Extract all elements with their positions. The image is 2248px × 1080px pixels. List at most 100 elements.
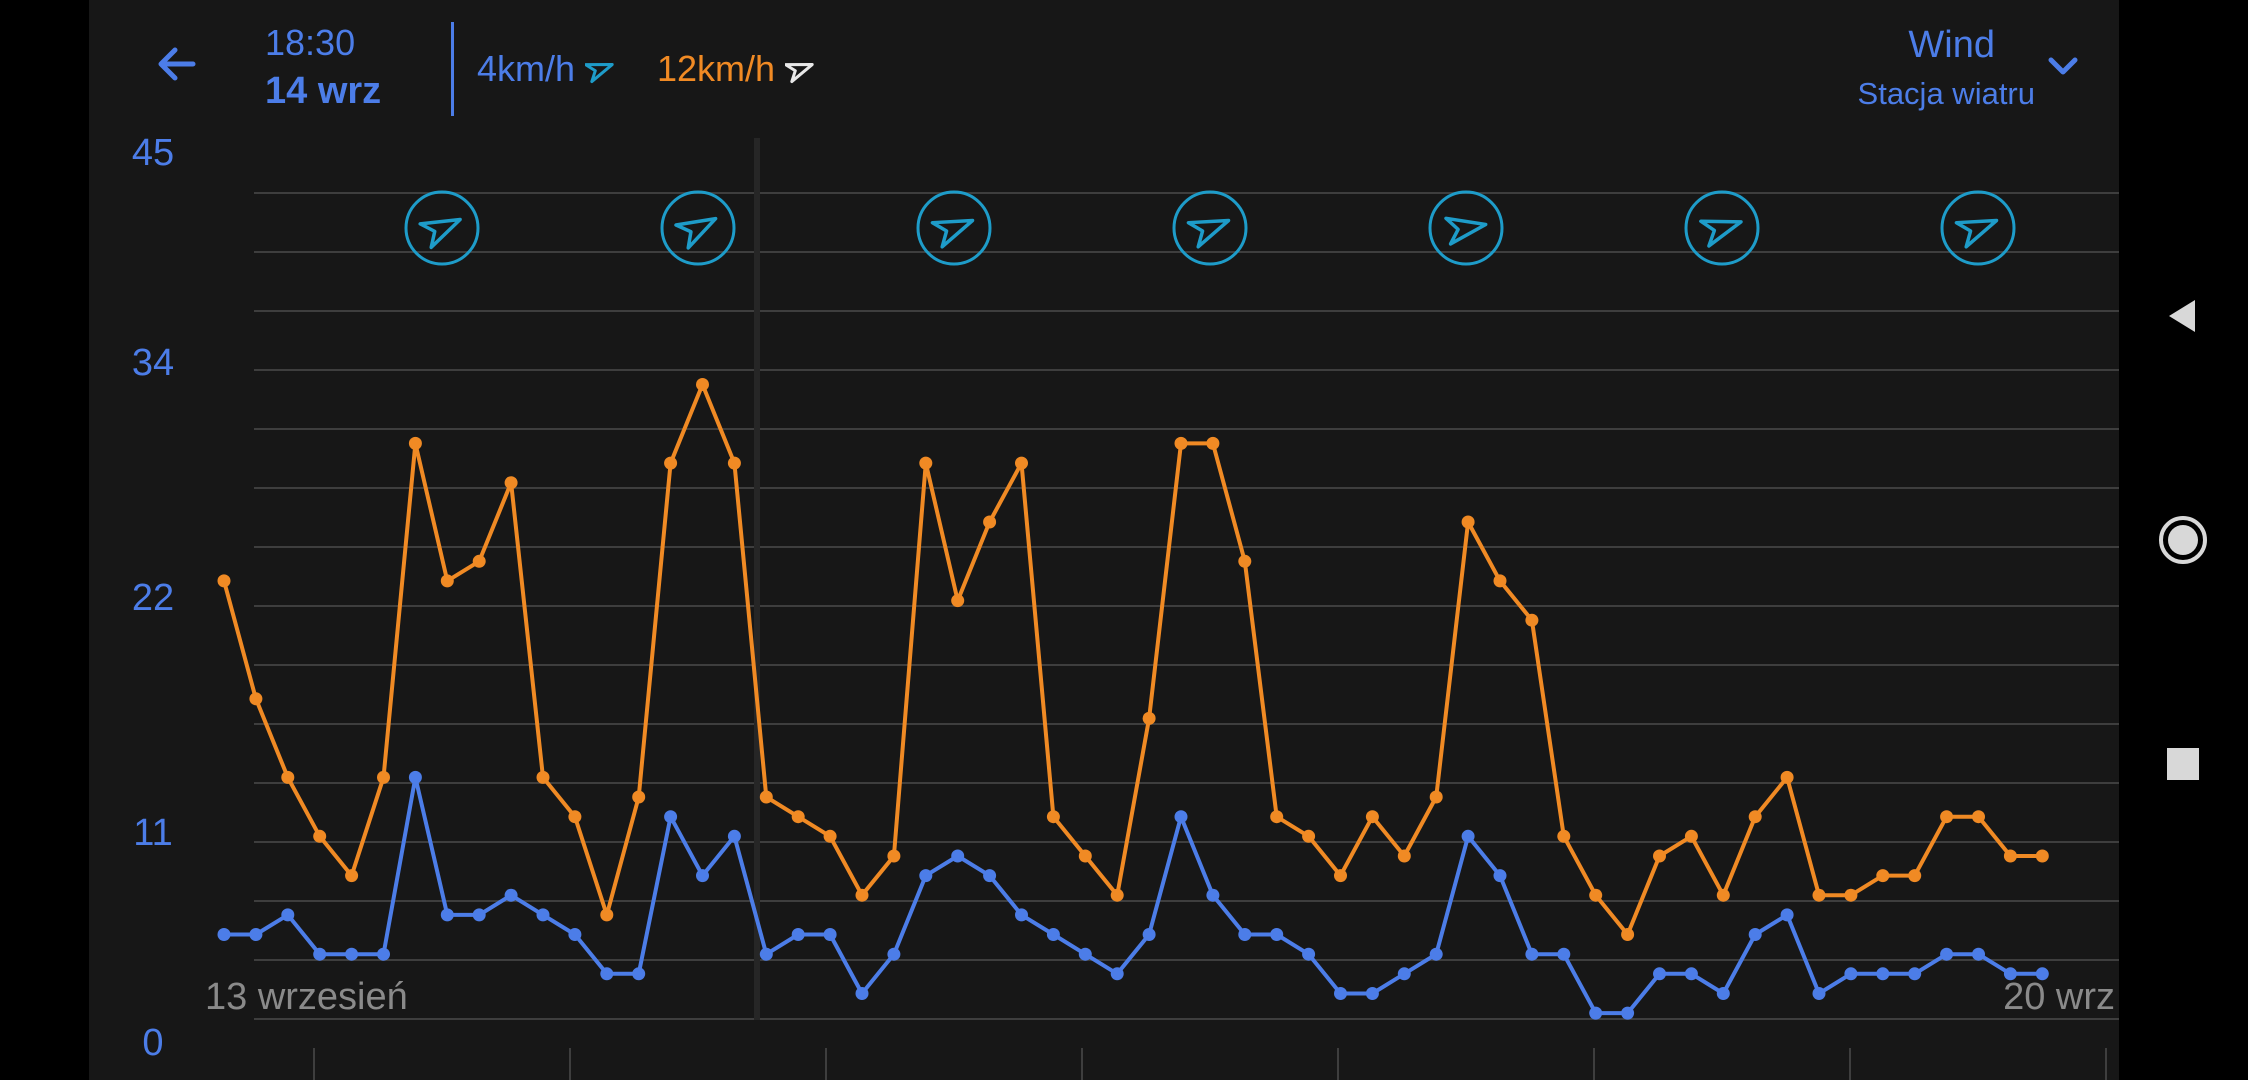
y-tick-label: 22 bbox=[132, 577, 174, 619]
avg-data-point bbox=[408, 770, 422, 784]
wind-direction-icon bbox=[1684, 190, 1760, 266]
selected-date: 14 wrz bbox=[265, 70, 382, 112]
gust-data-point bbox=[983, 515, 997, 529]
avg-data-point bbox=[1493, 869, 1507, 883]
gust-data-point bbox=[759, 790, 773, 804]
gust-data-point bbox=[1557, 829, 1571, 843]
wind-direction-icon bbox=[404, 190, 480, 266]
gust-data-point bbox=[791, 810, 805, 824]
avg-data-point bbox=[1716, 987, 1730, 1000]
avg-data-point bbox=[440, 908, 454, 922]
y-tick-label: 0 bbox=[142, 1022, 163, 1064]
avg-data-point bbox=[696, 869, 709, 883]
avg-data-point bbox=[951, 849, 965, 863]
parameter-selector-title[interactable]: Wind bbox=[1908, 24, 1995, 66]
avg-data-point bbox=[1876, 967, 1890, 981]
chevron-down-icon[interactable] bbox=[2043, 46, 2083, 86]
avg-data-point bbox=[1270, 928, 1284, 941]
nav-recents-button[interactable] bbox=[2145, 726, 2221, 802]
avg-data-point bbox=[1684, 967, 1698, 981]
wind-direction-icon bbox=[1940, 190, 2016, 266]
avg-data-point bbox=[1908, 967, 1922, 981]
gust-data-point bbox=[1684, 829, 1698, 843]
avg-data-point bbox=[632, 967, 646, 981]
gust-data-point bbox=[1174, 436, 1188, 450]
avg-data-point bbox=[1238, 928, 1252, 941]
avg-data-point bbox=[1365, 987, 1379, 1000]
gust-data-point bbox=[855, 888, 869, 902]
avg-data-point bbox=[1461, 829, 1475, 843]
avg-data-point bbox=[1110, 967, 1124, 981]
gust-data-point bbox=[1940, 810, 1954, 824]
gust-data-point bbox=[536, 770, 550, 784]
avg-data-point bbox=[377, 947, 390, 961]
gust-data-point bbox=[664, 456, 678, 470]
gust-data-point bbox=[1653, 849, 1666, 863]
avg-data-point bbox=[536, 908, 550, 922]
avg-data-point bbox=[1046, 928, 1060, 941]
gust-data-point bbox=[1780, 770, 1794, 784]
wind-direction-icon bbox=[1428, 190, 1504, 266]
selected-time: 18:30 bbox=[265, 22, 356, 63]
gust-data-point bbox=[2035, 849, 2049, 863]
y-tick-label: 45 bbox=[132, 132, 174, 174]
gust-data-point bbox=[1206, 436, 1220, 450]
gust-data-point bbox=[1844, 888, 1858, 902]
avg-data-point bbox=[1589, 1006, 1603, 1020]
avg-data-point bbox=[759, 947, 773, 961]
nav-back-button[interactable] bbox=[2145, 278, 2221, 354]
gust-data-point bbox=[1015, 456, 1028, 470]
avg-data-point bbox=[1557, 947, 1571, 961]
wind-screen: 18:30 14 wrz 4km/h 12km/h Wind Stacja wi… bbox=[89, 0, 2119, 1080]
x-end-label: 20 wrz bbox=[2003, 976, 2115, 1018]
gust-data-point bbox=[1397, 849, 1411, 863]
y-tick-label: 34 bbox=[132, 342, 174, 384]
nav-home-button[interactable] bbox=[2145, 502, 2221, 578]
square-recents-icon bbox=[2167, 748, 2199, 780]
gust-data-point bbox=[632, 790, 646, 804]
gust-data-point bbox=[313, 829, 327, 843]
arrow-left-icon bbox=[158, 47, 196, 81]
gust-data-point bbox=[504, 476, 518, 490]
gust-data-point bbox=[696, 378, 709, 391]
avg-data-point bbox=[249, 928, 263, 941]
avg-data-point bbox=[1525, 947, 1539, 961]
avg-data-point bbox=[568, 928, 582, 941]
wind-direction-icon bbox=[1172, 190, 1248, 266]
gust-data-point bbox=[1525, 613, 1539, 627]
avg-data-point bbox=[1397, 967, 1411, 981]
x-start-label: 13 wrzesień bbox=[205, 976, 408, 1018]
avg-data-point bbox=[1302, 947, 1316, 961]
avg-data-point bbox=[2003, 967, 2017, 981]
avg-data-point bbox=[472, 908, 486, 922]
gust-data-point bbox=[823, 829, 837, 843]
header: 18:30 14 wrz 4km/h 12km/h Wind Stacja wi… bbox=[89, 0, 2119, 130]
gust-data-point bbox=[919, 456, 933, 470]
avg-data-point bbox=[727, 829, 741, 843]
back-button[interactable] bbox=[149, 36, 205, 92]
avg-data-point bbox=[313, 947, 327, 961]
avg-data-point bbox=[1015, 908, 1028, 922]
gust-data-point bbox=[1110, 888, 1124, 902]
avg-data-point bbox=[1748, 928, 1762, 941]
wind-chart[interactable]: 45 34 22 11 0 13 wrzesień 20 wrz bbox=[89, 0, 2119, 1080]
avg-data-point bbox=[1142, 928, 1156, 941]
gust-wind-readout: 12km/h bbox=[657, 48, 815, 90]
gust-data-point bbox=[408, 436, 422, 450]
avg-data-point bbox=[855, 987, 869, 1000]
gust-data-point bbox=[1365, 810, 1379, 824]
avg-data-point bbox=[600, 967, 614, 981]
avg-data-point bbox=[983, 869, 997, 883]
gust-data-point bbox=[377, 770, 390, 784]
avg-data-point bbox=[664, 810, 678, 824]
gust-data-point bbox=[1716, 888, 1730, 902]
y-tick-label: 11 bbox=[133, 812, 172, 854]
avg-data-point bbox=[1844, 967, 1858, 981]
gust-data-point bbox=[568, 810, 582, 824]
gust-data-point bbox=[1461, 515, 1475, 529]
avg-wind-readout: 4km/h bbox=[477, 48, 615, 90]
avg-data-point bbox=[1653, 967, 1666, 981]
station-name[interactable]: Stacja wiatru bbox=[1857, 76, 2035, 111]
avg-data-point bbox=[1812, 987, 1826, 1000]
gust-data-point bbox=[217, 574, 231, 588]
